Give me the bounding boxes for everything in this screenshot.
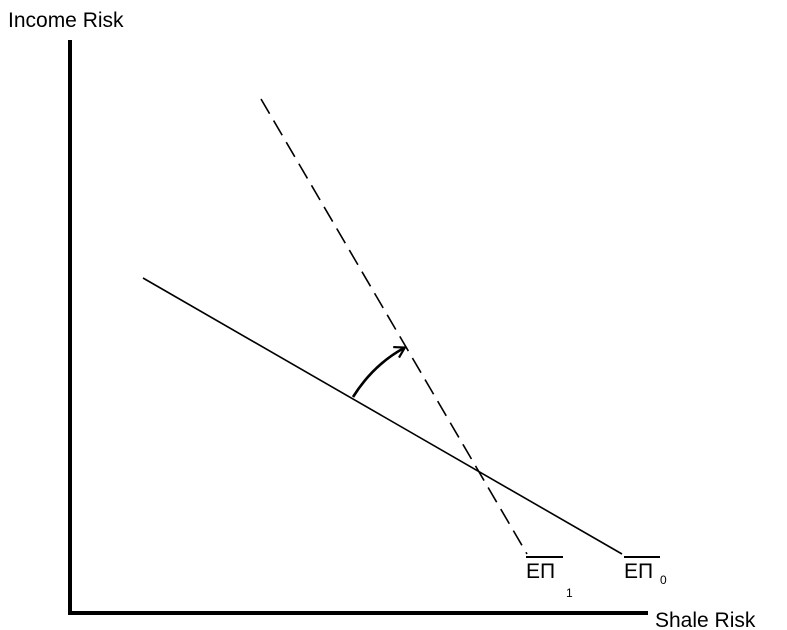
label-e-pi-1-text: EΠ bbox=[526, 560, 555, 583]
solid-line-e-pi-0 bbox=[142, 277, 623, 555]
dashed-line-e-pi-1 bbox=[260, 98, 528, 555]
label-e-pi-0: EΠ 0 bbox=[624, 556, 667, 587]
rotation-arrow-icon bbox=[351, 345, 407, 398]
y-axis-label: Income Risk bbox=[8, 9, 124, 32]
x-axis-label: Shale Risk bbox=[655, 609, 756, 630]
label-e-pi-1: EΠ 1 bbox=[526, 556, 573, 600]
label-e-pi-0-text: EΠ bbox=[624, 560, 653, 583]
label-e-pi-1-subscript: 1 bbox=[566, 586, 573, 600]
label-e-pi-0-subscript: 0 bbox=[660, 573, 667, 587]
